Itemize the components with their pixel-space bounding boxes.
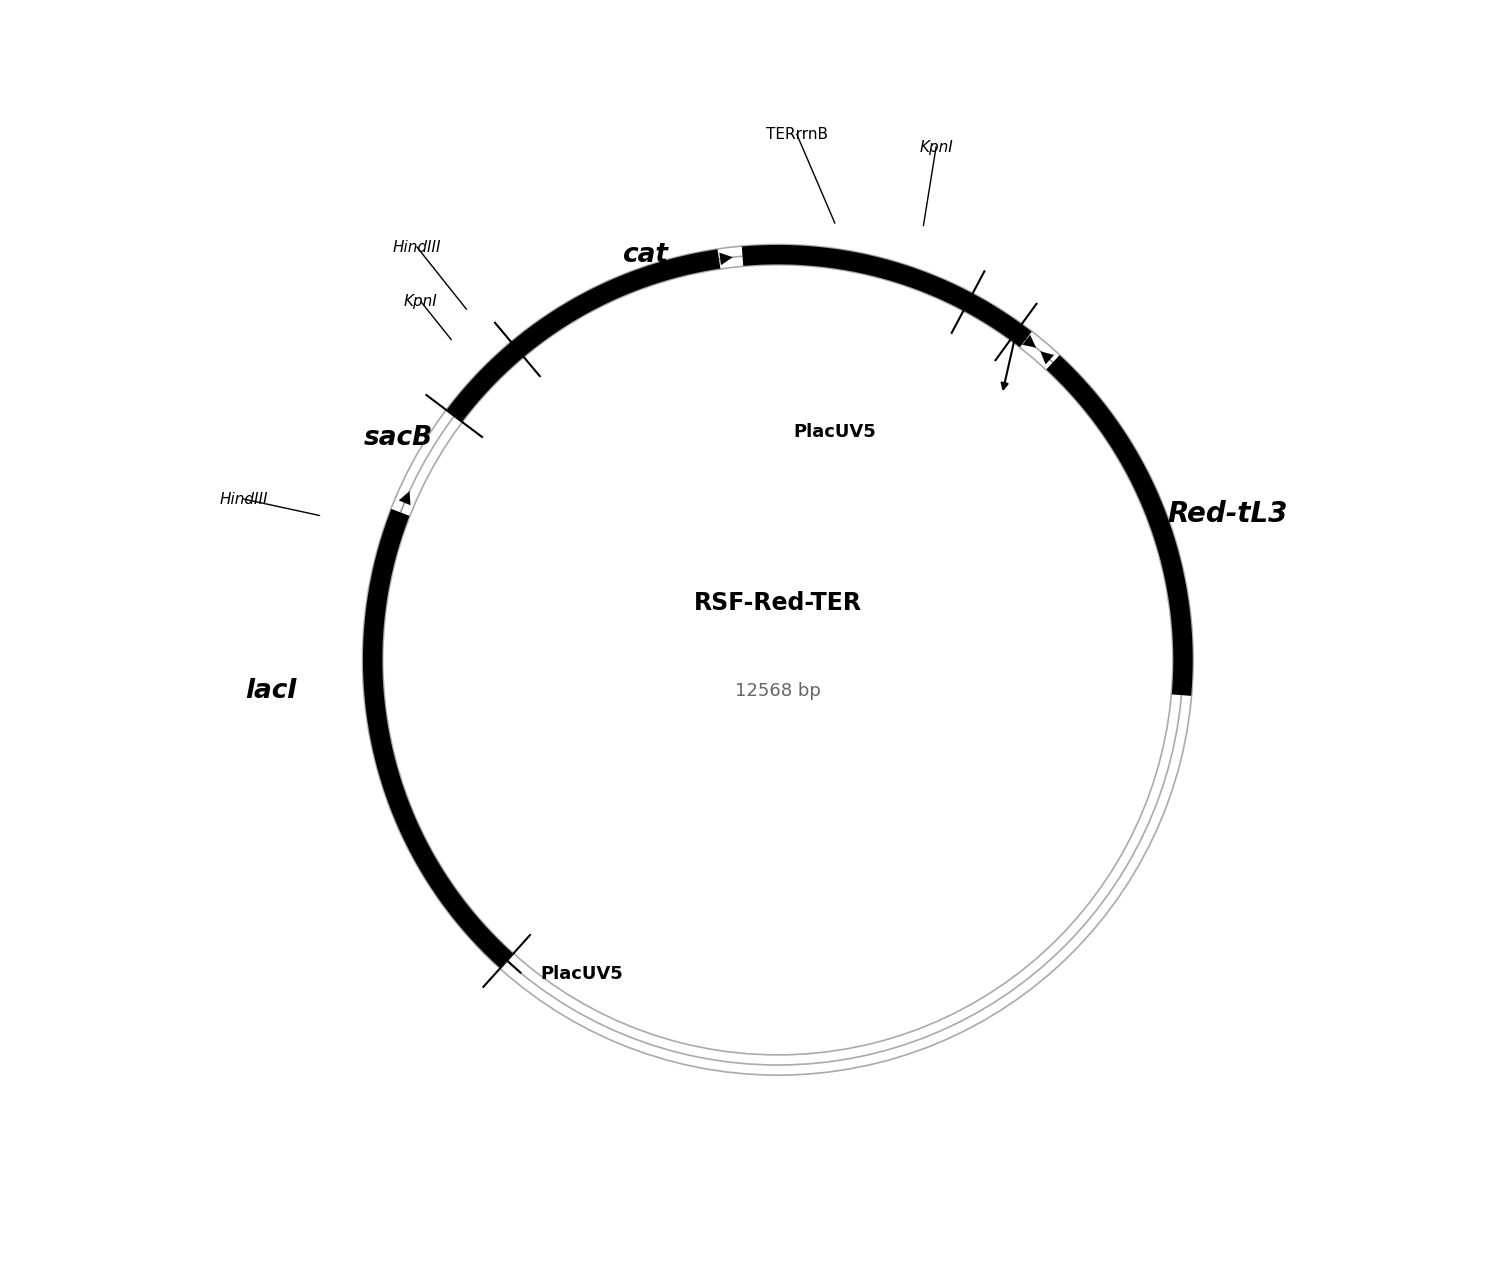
Text: PlacUV5: PlacUV5 (540, 964, 623, 983)
Text: PlacUV5: PlacUV5 (793, 423, 876, 440)
Text: KpnI: KpnI (920, 140, 953, 155)
Text: sacB: sacB (363, 425, 432, 452)
Text: lacI: lacI (245, 679, 298, 704)
Text: HindIII: HindIII (393, 240, 441, 255)
Text: RSF-Red-TER: RSF-Red-TER (694, 591, 862, 615)
Text: 12568 bp: 12568 bp (734, 683, 820, 700)
Text: cat: cat (622, 241, 668, 268)
Text: TERrrnB: TERrrnB (766, 127, 828, 142)
Text: Red-tL3: Red-tL3 (1168, 500, 1287, 528)
Text: KpnI: KpnI (403, 294, 438, 308)
Polygon shape (945, 284, 992, 320)
Text: HindIII: HindIII (220, 491, 268, 506)
